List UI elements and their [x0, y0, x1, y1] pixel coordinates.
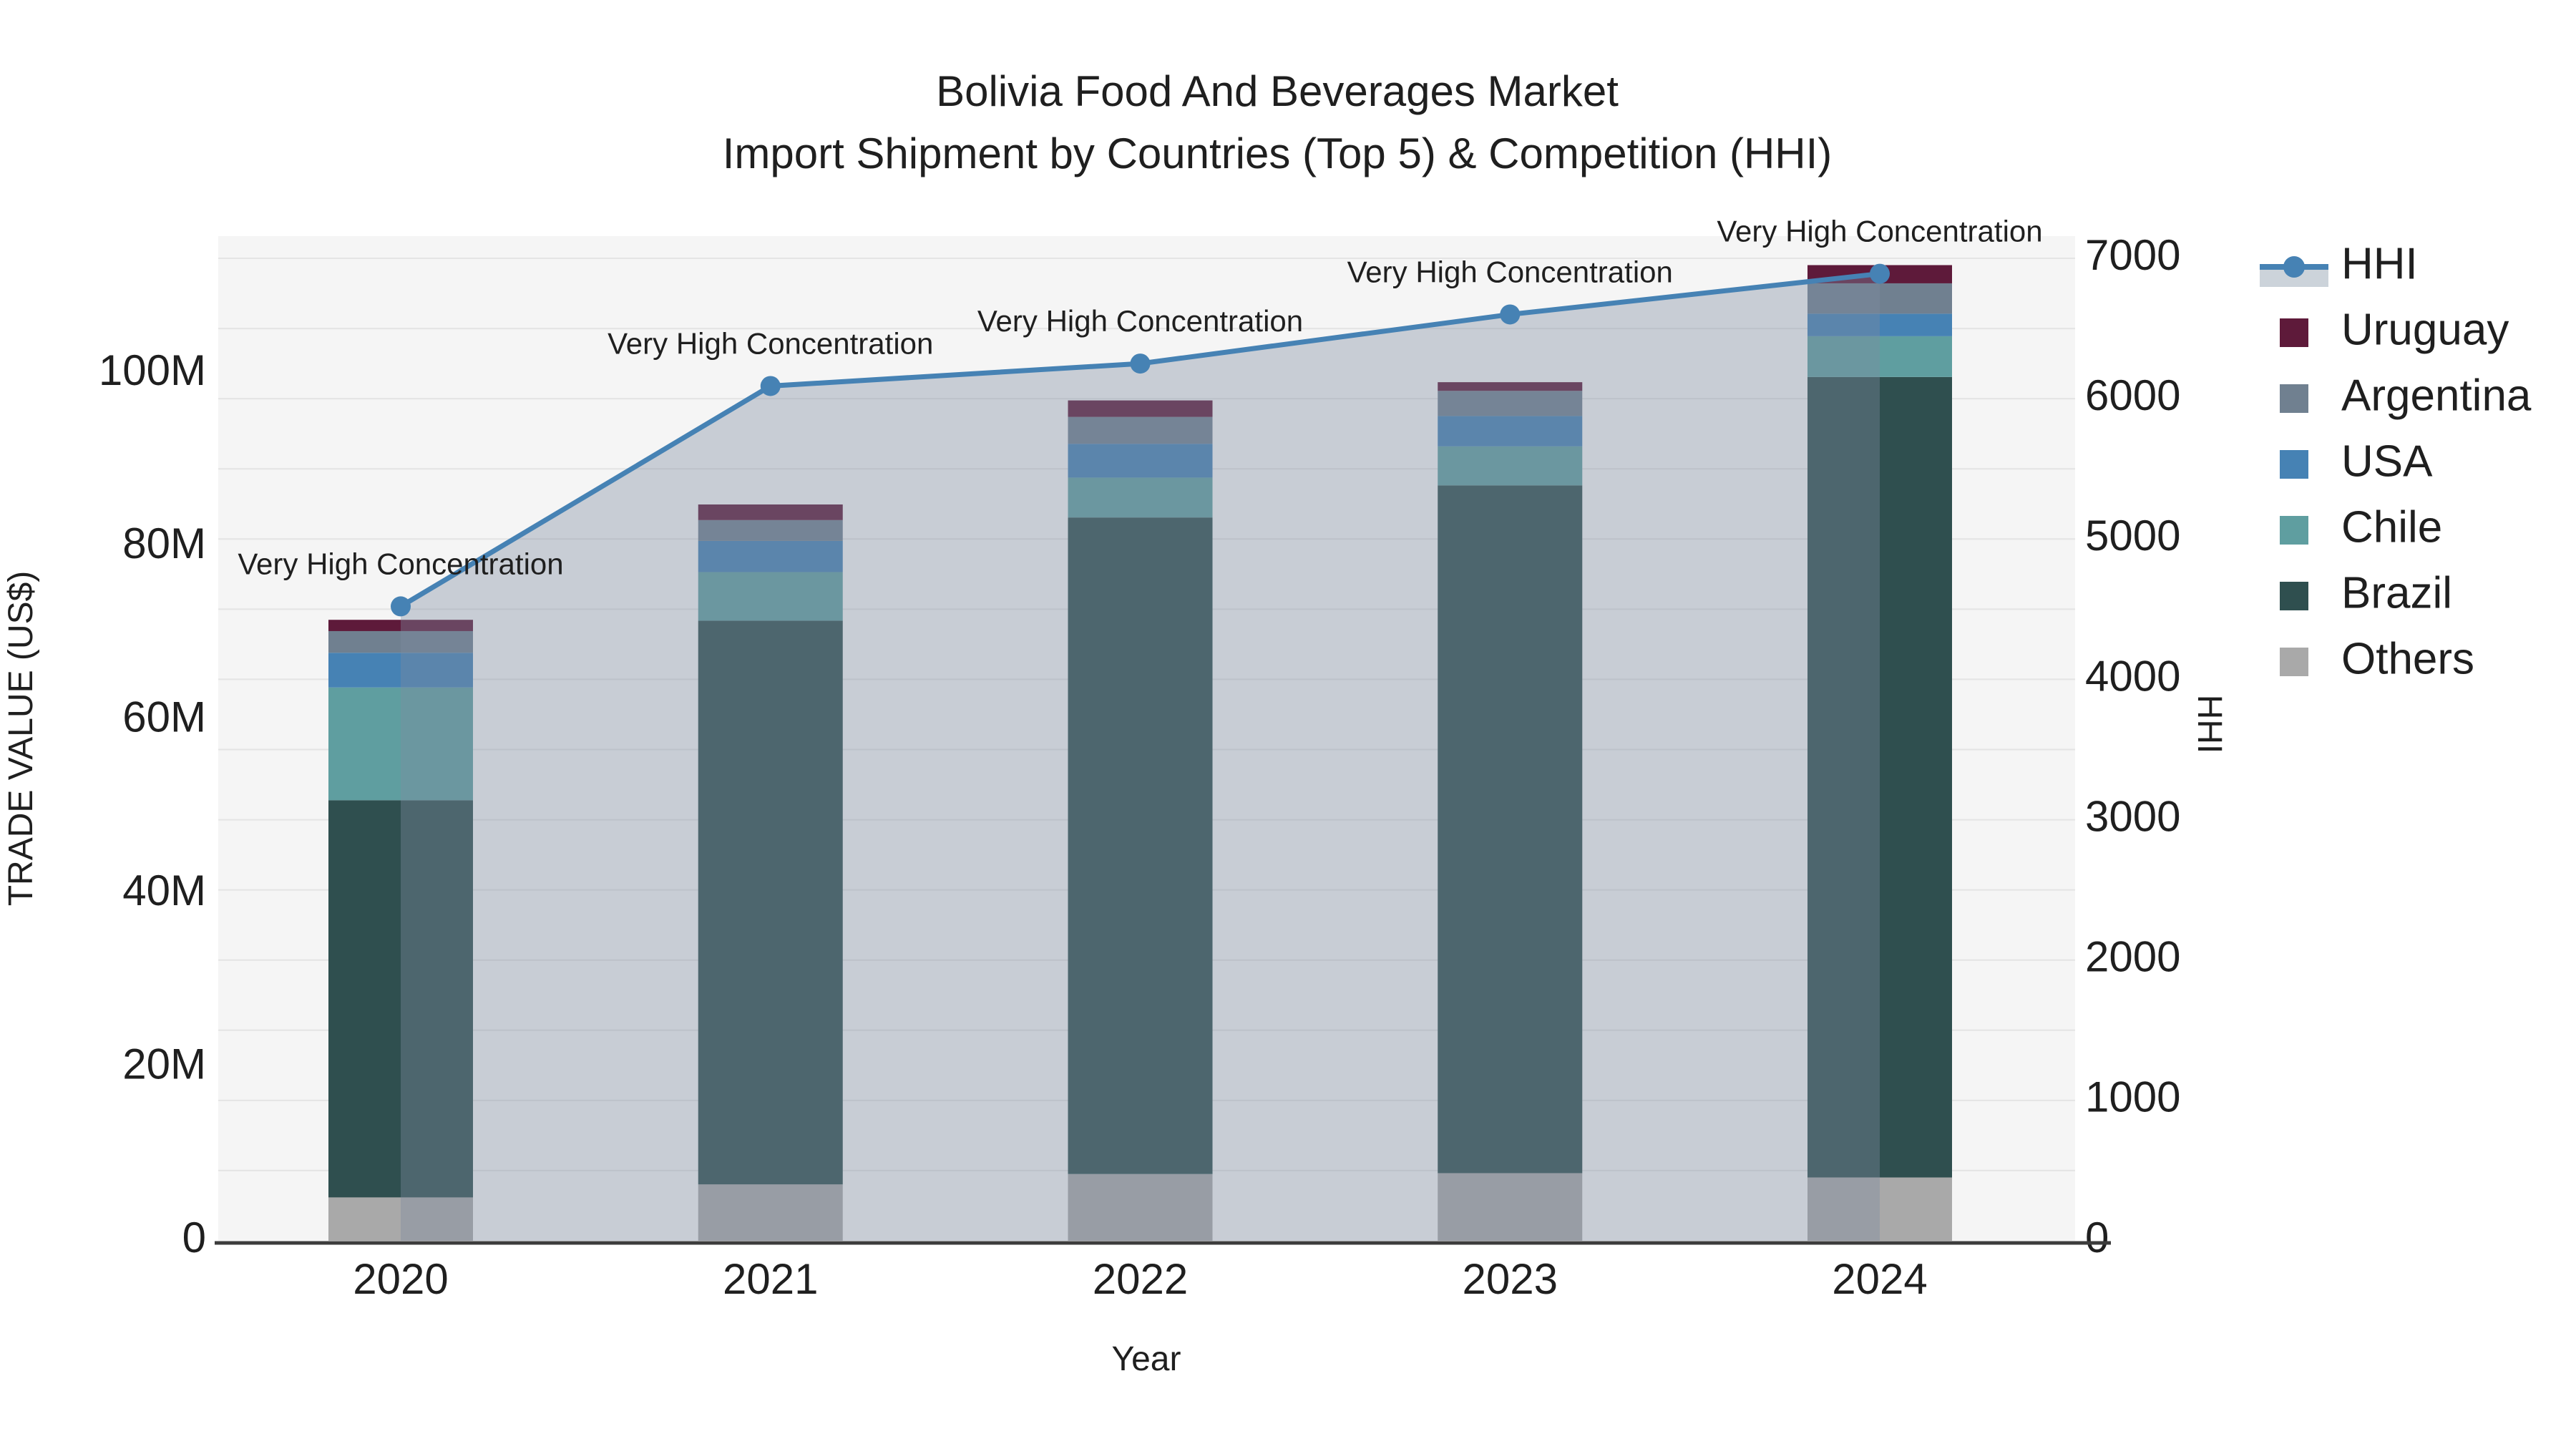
bar-usa-2021[interactable] [698, 540, 843, 572]
bar-brazil-2020[interactable] [328, 800, 473, 1198]
x-tick-2023: 2023 [1463, 1255, 1558, 1303]
y-right-tick-3000: 3000 [2085, 792, 2180, 840]
y-left-tick-60M: 60M [122, 693, 206, 741]
y-left-tick-0: 0 [182, 1214, 206, 1262]
x-axis-title: Year [1112, 1340, 1181, 1378]
bar-chile-2020[interactable] [328, 687, 473, 801]
bar-usa-2023[interactable] [1438, 416, 1583, 447]
bar-chile-2024[interactable] [1807, 336, 1952, 377]
bar-brazil-2021[interactable] [698, 620, 843, 1185]
y-right-tick-0: 0 [2085, 1214, 2109, 1262]
annotation-2020: Very High Concentration [238, 547, 563, 580]
x-tick-2021: 2021 [723, 1255, 818, 1303]
y-right-tick-1000: 1000 [2085, 1073, 2180, 1121]
bar-others-2021[interactable] [698, 1184, 843, 1241]
legend-item-argentina[interactable]: Argentina [2280, 371, 2532, 420]
legend-item-uruguay[interactable]: Uruguay [2280, 305, 2509, 354]
y-axis-title-left: TRADE VALUE (US$) [2, 571, 40, 907]
y-right-tick-4000: 4000 [2085, 652, 2180, 700]
x-tick-2022: 2022 [1093, 1255, 1188, 1303]
legend-label-brazil: Brazil [2341, 568, 2452, 618]
bar-chile-2023[interactable] [1438, 446, 1583, 486]
bar-argentina-2023[interactable] [1438, 391, 1583, 416]
hhi-marker-2023[interactable] [1500, 304, 1521, 325]
y-left-tick-80M: 80M [122, 519, 206, 567]
y-axis-title-right: HHI [2190, 695, 2228, 754]
bar-chile-2021[interactable] [698, 572, 843, 621]
legend-swatch-chile [2280, 516, 2308, 545]
legend-label-chile: Chile [2341, 502, 2442, 552]
hhi-marker-2024[interactable] [1870, 263, 1890, 284]
y-right-tick-7000: 7000 [2085, 231, 2180, 279]
bar-uruguay-2021[interactable] [698, 504, 843, 520]
bar-brazil-2023[interactable] [1438, 485, 1583, 1174]
bar-usa-2022[interactable] [1068, 444, 1213, 478]
legend-label-uruguay: Uruguay [2341, 305, 2509, 354]
bar-argentina-2020[interactable] [328, 630, 473, 653]
y-left-tick-100M: 100M [99, 346, 206, 394]
hhi-marker-2021[interactable] [760, 376, 781, 396]
chart-title-line1: Bolivia Food And Beverages Market [936, 67, 1619, 115]
legend-swatch-argentina [2280, 384, 2308, 413]
x-tick-2024: 2024 [1832, 1255, 1927, 1303]
y-right-tick-6000: 6000 [2085, 371, 2180, 419]
bar-usa-2024[interactable] [1807, 313, 1952, 336]
hhi-marker-2020[interactable] [391, 596, 411, 617]
legend-item-others[interactable]: Others [2280, 634, 2474, 683]
bar-argentina-2024[interactable] [1807, 283, 1952, 314]
bar-brazil-2022[interactable] [1068, 517, 1213, 1174]
legend-label-others: Others [2341, 634, 2474, 683]
bar-others-2024[interactable] [1807, 1177, 1952, 1241]
y-right-tick-5000: 5000 [2085, 512, 2180, 560]
bar-argentina-2021[interactable] [698, 519, 843, 541]
bar-argentina-2022[interactable] [1068, 416, 1213, 444]
legend-item-chile[interactable]: Chile [2280, 502, 2442, 552]
annotation-2022: Very High Concentration [977, 304, 1303, 338]
y-left-tick-20M: 20M [122, 1040, 206, 1088]
bar-others-2023[interactable] [1438, 1173, 1583, 1241]
plot-area: Very High Concentration Very High Concent… [99, 215, 2532, 1303]
hhi-area-fill [401, 273, 1880, 1241]
annotation-2024: Very High Concentration [1717, 215, 2042, 248]
legend-label-argentina: Argentina [2341, 371, 2532, 420]
y-right-tick-2000: 2000 [2085, 933, 2180, 981]
bar-usa-2020[interactable] [328, 653, 473, 688]
legend-item-usa[interactable]: USA [2280, 436, 2433, 486]
legend-swatch-others [2280, 648, 2308, 676]
annotation-2021: Very High Concentration [608, 326, 933, 360]
bar-uruguay-2020[interactable] [328, 620, 473, 631]
hhi-marker-2022[interactable] [1130, 353, 1151, 374]
annotation-2023: Very High Concentration [1347, 255, 1673, 288]
legend-swatch-brazil [2280, 582, 2308, 610]
legend-hhi-marker-icon [2283, 256, 2305, 278]
bar-uruguay-2023[interactable] [1438, 382, 1583, 391]
y-left-tick-40M: 40M [122, 867, 206, 914]
legend-label-usa: USA [2341, 436, 2433, 486]
legend-item-hhi[interactable]: HHI [2260, 239, 2418, 288]
bar-chile-2022[interactable] [1068, 477, 1213, 518]
legend-swatch-uruguay [2280, 318, 2308, 347]
legend-swatch-usa [2280, 450, 2308, 479]
bar-brazil-2024[interactable] [1807, 376, 1952, 1178]
bar-others-2020[interactable] [328, 1197, 473, 1241]
legend-item-brazil[interactable]: Brazil [2280, 568, 2452, 618]
bar-uruguay-2022[interactable] [1068, 400, 1213, 417]
bar-others-2022[interactable] [1068, 1174, 1213, 1241]
legend-label-hhi: HHI [2341, 239, 2418, 288]
chart-title-line2: Import Shipment by Countries (Top 5) & C… [723, 130, 1833, 177]
x-tick-2020: 2020 [353, 1255, 448, 1303]
